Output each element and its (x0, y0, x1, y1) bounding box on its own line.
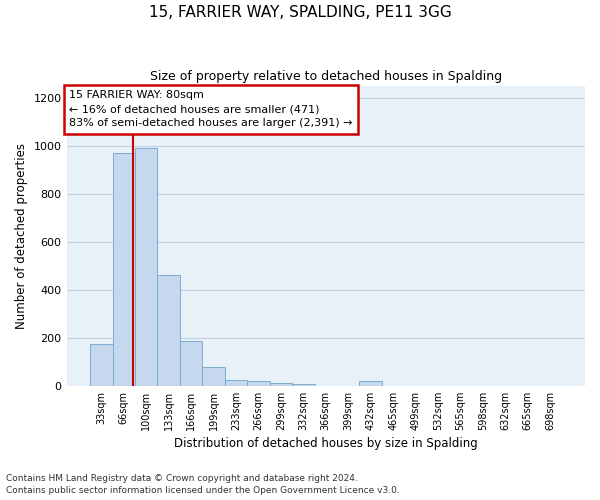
Text: Contains HM Land Registry data © Crown copyright and database right 2024.
Contai: Contains HM Land Registry data © Crown c… (6, 474, 400, 495)
Bar (292, 384, 314, 386)
Text: 15, FARRIER WAY, SPALDING, PE11 3GG: 15, FARRIER WAY, SPALDING, PE11 3GG (149, 5, 451, 20)
Bar (113, 153, 135, 386)
Text: 15 FARRIER WAY: 80sqm
← 16% of detached houses are smaller (471)
83% of semi-det: 15 FARRIER WAY: 80sqm ← 16% of detached … (69, 90, 353, 128)
Bar (157, 276, 180, 386)
Bar (90, 344, 113, 386)
Title: Size of property relative to detached houses in Spalding: Size of property relative to detached ho… (150, 70, 502, 83)
Bar (135, 148, 157, 386)
Bar (225, 380, 247, 386)
Y-axis label: Number of detached properties: Number of detached properties (15, 142, 28, 328)
Bar (180, 342, 202, 386)
X-axis label: Distribution of detached houses by size in Spalding: Distribution of detached houses by size … (174, 437, 478, 450)
Bar (202, 366, 225, 386)
Bar (269, 383, 292, 386)
Bar (359, 382, 382, 386)
Bar (247, 382, 269, 386)
